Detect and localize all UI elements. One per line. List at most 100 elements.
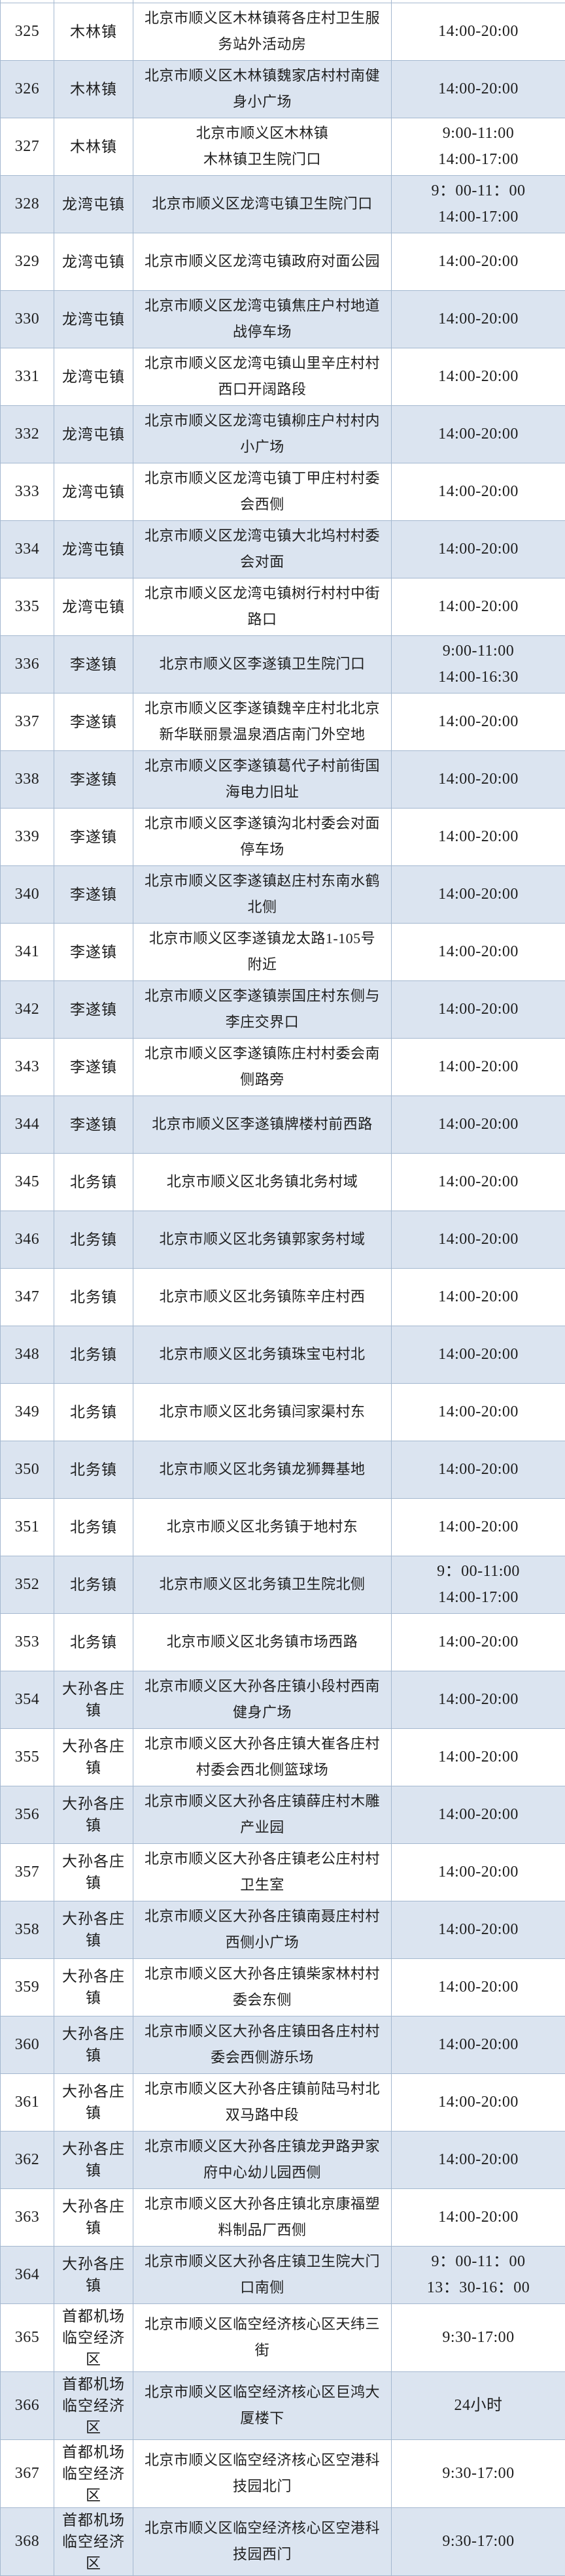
hours-cell: 14:00-20:00 [392,1613,565,1671]
row-number-cell: 341 [1,923,54,980]
hours-cell: 14:00-20:00 [392,2016,565,2073]
row-number-cell: 325 [1,3,54,60]
hours-cell: 14:00-20:00 [392,865,565,923]
address-cell: 北京市顺义区北务镇市场西路 [133,1613,392,1671]
row-number-cell: 338 [1,750,54,808]
row-number-cell: 335 [1,578,54,635]
town-cell: 李遂镇 [54,865,133,923]
town-cell: 李遂镇 [54,635,133,693]
town-cell: 北务镇 [54,1383,133,1441]
address-cell: 北京市顺义区李遂镇牌楼村前西路 [133,1096,392,1153]
town-cell: 首都机场 临空经济 区 [54,2507,133,2575]
hours-cell: 14:00-20:00 [392,693,565,750]
table-row: 333 龙湾屯镇 北京市顺义区龙湾屯镇丁甲庄村村委 会西侧 14:00-20:0… [1,463,565,520]
town-cell: 龙湾屯镇 [54,233,133,290]
table-row: 349 北务镇 北京市顺义区北务镇闫家渠村东 14:00-20:00 [1,1383,565,1441]
hours-cell: 9：00-11：00 14:00-17:00 [392,175,565,233]
table-row: 367 首都机场 临空经济 区 北京市顺义区临空经济核心区空港科 技园北门 9:… [1,2439,565,2507]
address-cell: 北京市顺义区大孙各庄镇田各庄村村 委会西侧游乐场 [133,2016,392,2073]
town-cell: 李遂镇 [54,1038,133,1096]
row-number-cell: 364 [1,2246,54,2303]
table-row: 331 龙湾屯镇 北京市顺义区龙湾屯镇山里辛庄村村 西口开阔路段 14:00-2… [1,348,565,405]
table-row: 366 首都机场 临空经济 区 北京市顺义区临空经济核心区巨鸿大 厦楼下 24小… [1,2371,565,2439]
town-cell: 大孙各庄 镇 [54,1901,133,1958]
row-number-cell: 336 [1,635,54,693]
town-cell: 大孙各庄 镇 [54,1671,133,1728]
hours-cell: 14:00-20:00 [392,808,565,865]
town-cell: 龙湾屯镇 [54,463,133,520]
hours-cell: 14:00-20:00 [392,3,565,60]
table-row: 332 龙湾屯镇 北京市顺义区龙湾屯镇柳庄户村村内 小广场 14:00-20:0… [1,405,565,463]
hours-cell: 9：00-11：00 13：30-16：00 [392,2246,565,2303]
table-row: 363 大孙各庄 镇 北京市顺义区大孙各庄镇北京康福塑 料制品厂西侧 14:00… [1,2188,565,2246]
hours-cell: 14:00-20:00 [392,2073,565,2131]
hours-cell: 9:30-17:00 [392,2507,565,2575]
town-cell: 大孙各庄 镇 [54,2073,133,2131]
table-row: 364 大孙各庄 镇 北京市顺义区大孙各庄镇卫生院大门 口南侧 9：00-11：… [1,2246,565,2303]
town-cell: 龙湾屯镇 [54,405,133,463]
hours-cell: 14:00-20:00 [392,290,565,348]
row-number-cell: 332 [1,405,54,463]
address-cell: 北京市顺义区李遂镇龙太路1-105号 附近 [133,923,392,980]
town-cell: 大孙各庄 镇 [54,2188,133,2246]
town-cell: 首都机场 临空经济 区 [54,2439,133,2507]
address-cell: 北京市顺义区北务镇闫家渠村东 [133,1383,392,1441]
address-cell: 北京市顺义区大孙各庄镇小段村西南 健身广场 [133,1671,392,1728]
hours-cell: 14:00-20:00 [392,1268,565,1326]
row-number-cell: 356 [1,1786,54,1843]
town-cell: 北务镇 [54,1613,133,1671]
hours-cell: 14:00-20:00 [392,1153,565,1211]
hours-cell: 14:00-20:00 [392,2188,565,2246]
address-cell: 北京市顺义区李遂镇赵庄村东南水鹤 北侧 [133,865,392,923]
town-cell: 北务镇 [54,1326,133,1383]
address-cell: 北京市顺义区北务镇于地村东 [133,1498,392,1556]
hours-cell: 14:00-20:00 [392,2131,565,2188]
hours-cell: 9:30-17:00 [392,2439,565,2507]
town-cell: 木林镇 [54,3,133,60]
row-number-cell: 361 [1,2073,54,2131]
address-cell: 北京市顺义区龙湾屯镇树行村村中街 路口 [133,578,392,635]
row-number-cell: 342 [1,980,54,1038]
table-row: 368 首都机场 临空经济 区 北京市顺义区临空经济核心区空港科 技园西门 9:… [1,2507,565,2575]
town-cell: 北务镇 [54,1153,133,1211]
address-cell: 北京市顺义区临空经济核心区空港科 技园西门 [133,2507,392,2575]
row-number-cell: 367 [1,2439,54,2507]
address-cell: 北京市顺义区龙湾屯镇山里辛庄村村 西口开阔路段 [133,348,392,405]
town-cell: 北务镇 [54,1556,133,1613]
hours-cell: 14:00-20:00 [392,1786,565,1843]
hours-cell: 9：00-11:00 14:00-17:00 [392,1556,565,1613]
address-cell: 北京市顺义区龙湾屯镇焦庄户村地道 战停车场 [133,290,392,348]
row-number-cell: 334 [1,520,54,578]
address-cell: 北京市顺义区木林镇 木林镇卫生院门口 [133,118,392,175]
table-row: 329 龙湾屯镇 北京市顺义区龙湾屯镇政府对面公园 14:00-20:00 [1,233,565,290]
table-row: 354 大孙各庄 镇 北京市顺义区大孙各庄镇小段村西南 健身广场 14:00-2… [1,1671,565,1728]
table-row: 355 大孙各庄 镇 北京市顺义区大孙各庄镇大崔各庄村 村委会西北侧篮球场 14… [1,1728,565,1786]
row-number-cell: 345 [1,1153,54,1211]
row-number-cell: 344 [1,1096,54,1153]
hours-cell: 14:00-20:00 [392,1901,565,1958]
hours-cell: 14:00-20:00 [392,1326,565,1383]
hours-cell: 14:00-20:00 [392,233,565,290]
town-cell: 北务镇 [54,1498,133,1556]
row-number-cell: 359 [1,1958,54,2016]
town-cell: 北务镇 [54,1441,133,1498]
address-cell: 北京市顺义区木林镇蒋各庄村卫生服 务站外活动房 [133,3,392,60]
address-cell: 北京市顺义区北务镇郭家务村域 [133,1211,392,1268]
row-number-cell: 355 [1,1728,54,1786]
table-row: 350 北务镇 北京市顺义区北务镇龙狮舞基地 14:00-20:00 [1,1441,565,1498]
hours-cell: 14:00-20:00 [392,60,565,118]
address-cell: 北京市顺义区大孙各庄镇大崔各庄村 村委会西北侧篮球场 [133,1728,392,1786]
address-cell: 北京市顺义区大孙各庄镇北京康福塑 料制品厂西侧 [133,2188,392,2246]
hours-cell: 14:00-20:00 [392,578,565,635]
table-row: 337 李遂镇 北京市顺义区李遂镇魏辛庄村北北京 新华联丽景温泉酒店南门外空地 … [1,693,565,750]
address-cell: 北京市顺义区大孙各庄镇薛庄村木雕 产业园 [133,1786,392,1843]
row-number-cell: 354 [1,1671,54,1728]
address-cell: 北京市顺义区临空经济核心区空港科 技园北门 [133,2439,392,2507]
table-row: 351 北务镇 北京市顺义区北务镇于地村东 14:00-20:00 [1,1498,565,1556]
table-row: 330 龙湾屯镇 北京市顺义区龙湾屯镇焦庄户村地道 战停车场 14:00-20:… [1,290,565,348]
address-cell: 北京市顺义区北务镇珠宝屯村北 [133,1326,392,1383]
row-number-cell: 327 [1,118,54,175]
table-row: 343 李遂镇 北京市顺义区李遂镇陈庄村村委会南 侧路旁 14:00-20:00 [1,1038,565,1096]
address-cell: 北京市顺义区大孙各庄镇前陆马村北 双马路中段 [133,2073,392,2131]
table-row: 348 北务镇 北京市顺义区北务镇珠宝屯村北 14:00-20:00 [1,1326,565,1383]
